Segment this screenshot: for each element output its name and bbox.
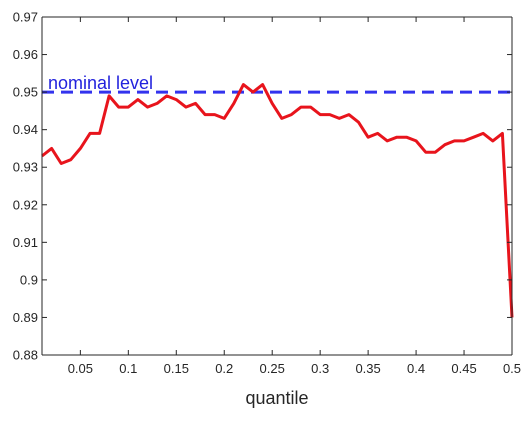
x-tick-label: 0.35 <box>355 361 380 376</box>
x-tick-label: 0.05 <box>68 361 93 376</box>
plot-area <box>42 17 512 355</box>
y-tick-label: 0.93 <box>13 160 38 175</box>
x-axis-title: quantile <box>245 388 308 408</box>
x-tick-label: 0.4 <box>407 361 425 376</box>
y-tick-label: 0.89 <box>13 310 38 325</box>
reference-line-annotation: nominal level <box>48 73 153 93</box>
x-tick-label: 0.5 <box>503 361 521 376</box>
x-tick-label: 0.1 <box>119 361 137 376</box>
y-tick-label: 0.96 <box>13 47 38 62</box>
y-tick-label: 0.95 <box>13 85 38 100</box>
x-tick-label: 0.3 <box>311 361 329 376</box>
y-tick-label: 0.9 <box>20 272 38 287</box>
y-tick-label: 0.88 <box>13 348 38 363</box>
x-tick-label: 0.15 <box>164 361 189 376</box>
x-tick-label: 0.45 <box>451 361 476 376</box>
y-tick-label: 0.97 <box>13 10 38 25</box>
x-tick-label: 0.2 <box>215 361 233 376</box>
y-tick-label: 0.92 <box>13 197 38 212</box>
y-tick-label: 0.91 <box>13 235 38 250</box>
y-tick-label: 0.94 <box>13 122 38 137</box>
x-tick-label: 0.25 <box>260 361 285 376</box>
